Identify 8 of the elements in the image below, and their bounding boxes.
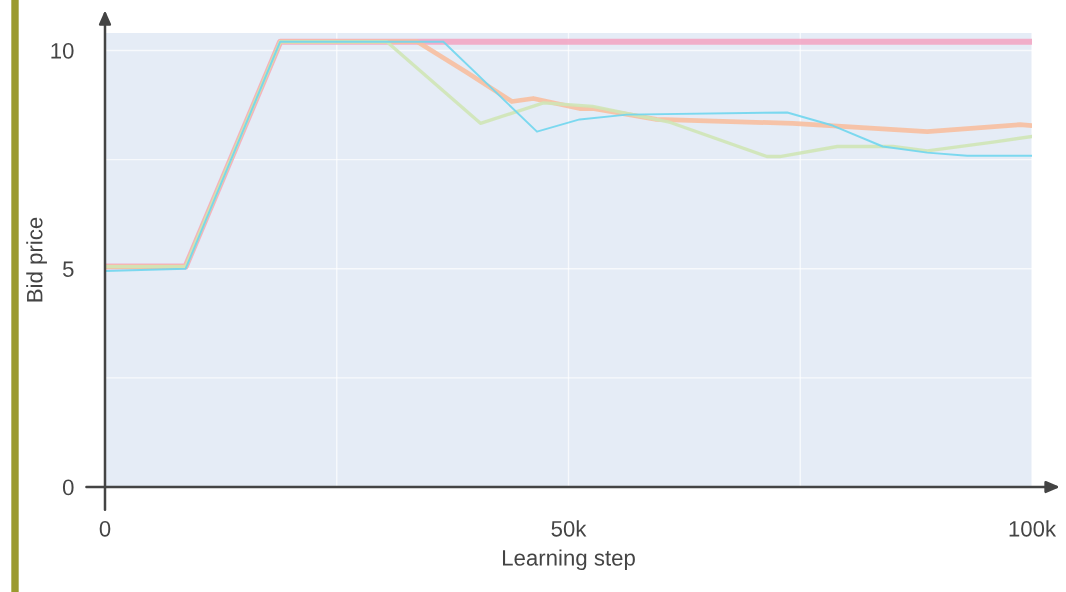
x-tick-label: 100k <box>1009 520 1057 537</box>
y-tick-label: 5 <box>62 261 74 277</box>
y-tick-label: 0 <box>62 479 74 496</box>
y-axis-title: Bid price <box>26 217 47 302</box>
x-tick-label: 0 <box>99 520 111 537</box>
x-axis-title: Learning step <box>502 549 635 571</box>
y-tick-label: 10 <box>51 43 74 59</box>
x-tick-label: 50k <box>551 520 587 537</box>
